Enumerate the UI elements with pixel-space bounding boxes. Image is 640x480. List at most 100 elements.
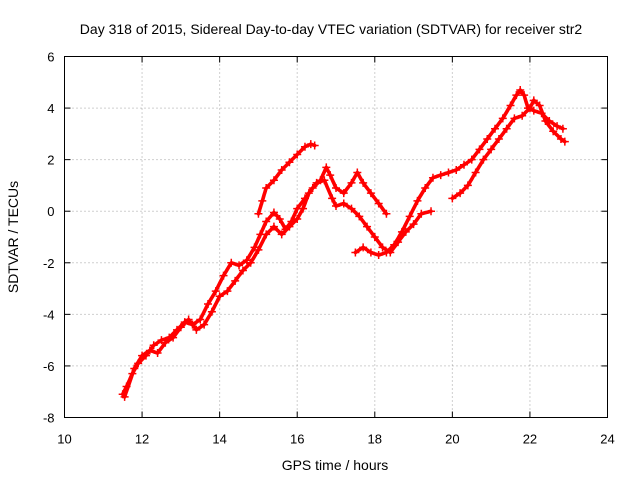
y-tick-label: -6 [43,359,55,374]
data-point-marker [409,220,418,229]
y-tick-label: 0 [47,204,54,219]
data-point-marker [223,287,232,296]
data-point-marker [231,276,240,285]
data-point-marker [269,208,278,217]
data-point-marker [558,124,567,133]
data-point-marker [436,171,445,180]
series-line-track-e [450,98,567,201]
data-point-marker [312,178,321,187]
x-tick-label: 24 [600,432,614,447]
data-point-marker [417,209,426,218]
data-point-marker [192,325,201,334]
data-point-marker [200,320,209,329]
data-point-marker [366,189,375,198]
data-point-marker [456,189,465,198]
data-point-marker [506,101,515,110]
data-point-marker [275,214,284,223]
data-point-marker [428,173,437,182]
data-point-marker [285,222,294,231]
grid [64,56,608,418]
data-point-marker [184,315,193,324]
data-point-marker [494,135,503,144]
data-point-marker [277,165,286,174]
data-point-marker [516,86,525,95]
data-point-marker [427,207,436,216]
data-point-marker [520,91,529,100]
data-point-marker [277,230,286,239]
y-tick-label: 4 [47,101,54,116]
data-point-marker [204,300,213,309]
data-point-marker [304,189,313,198]
x-tick-label: 18 [368,432,382,447]
data-point-marker [459,160,468,169]
x-tick-label: 14 [212,432,226,447]
data-point-marker [246,258,255,267]
data-point-marker [467,155,476,164]
data-point-marker [452,165,461,174]
data-point-marker [176,323,185,332]
data-point-marker [153,349,162,358]
data-point-marker [366,248,375,257]
data-point-marker [262,217,271,226]
y-tick-label: -8 [43,411,55,426]
series-line-track-c [256,142,317,216]
y-tick-label: 6 [47,50,54,65]
data-point-marker [363,222,372,231]
data-point-marker [471,168,480,177]
y-axis-label: SDTVAR / TECUs [5,181,21,293]
series-line-track-d [353,88,565,257]
data-point-marker [518,111,527,120]
data-point-marker [235,261,244,270]
data-point-marker [479,155,488,164]
data-point-marker [560,137,569,146]
data-point-marker [475,145,484,154]
y-tick-label: 2 [47,153,54,168]
data-point-marker [487,145,496,154]
x-tick-label: 12 [135,432,149,447]
data-point-marker [293,150,302,159]
data-point-marker [306,140,315,149]
x-tick-label: 10 [57,432,71,447]
data-point-marker [215,292,224,301]
data-point-marker [347,178,356,187]
y-tick-label: -4 [43,307,55,322]
data-point-marker [370,233,379,241]
data-point-marker [529,96,538,105]
data-point-marker [262,184,271,193]
data-point-marker [149,341,158,350]
data-point-marker [322,163,331,172]
data-point-marker [541,116,550,125]
data-point-marker [269,176,278,185]
y-tick-label: -2 [43,256,55,271]
data-point-marker [339,199,348,208]
data-point-marker [378,243,387,252]
x-tick-label: 20 [445,432,459,447]
data-point-marker [347,204,356,213]
data-point-marker [549,127,558,136]
data-series [118,86,569,401]
data-point-marker [254,245,263,254]
data-point-marker [413,196,422,205]
data-point-marker [463,181,472,190]
data-point-marker [382,209,391,218]
data-point-marker [498,114,507,123]
data-point-marker [405,212,414,221]
data-point-marker [382,248,391,257]
data-point-marker [285,158,294,167]
data-point-marker [351,248,360,257]
data-point-marker [293,214,302,223]
data-point-marker [421,184,430,193]
data-point-marker [397,227,406,236]
data-point-marker [299,204,308,213]
data-point-marker [326,171,335,180]
data-point-marker [207,307,216,316]
data-point-marker [339,189,348,198]
data-point-marker [310,141,319,150]
data-point-marker [448,194,457,203]
data-point-marker [510,114,519,123]
plot-frame [64,56,608,418]
x-tick-label: 16 [290,432,304,447]
data-point-marker [491,124,500,133]
